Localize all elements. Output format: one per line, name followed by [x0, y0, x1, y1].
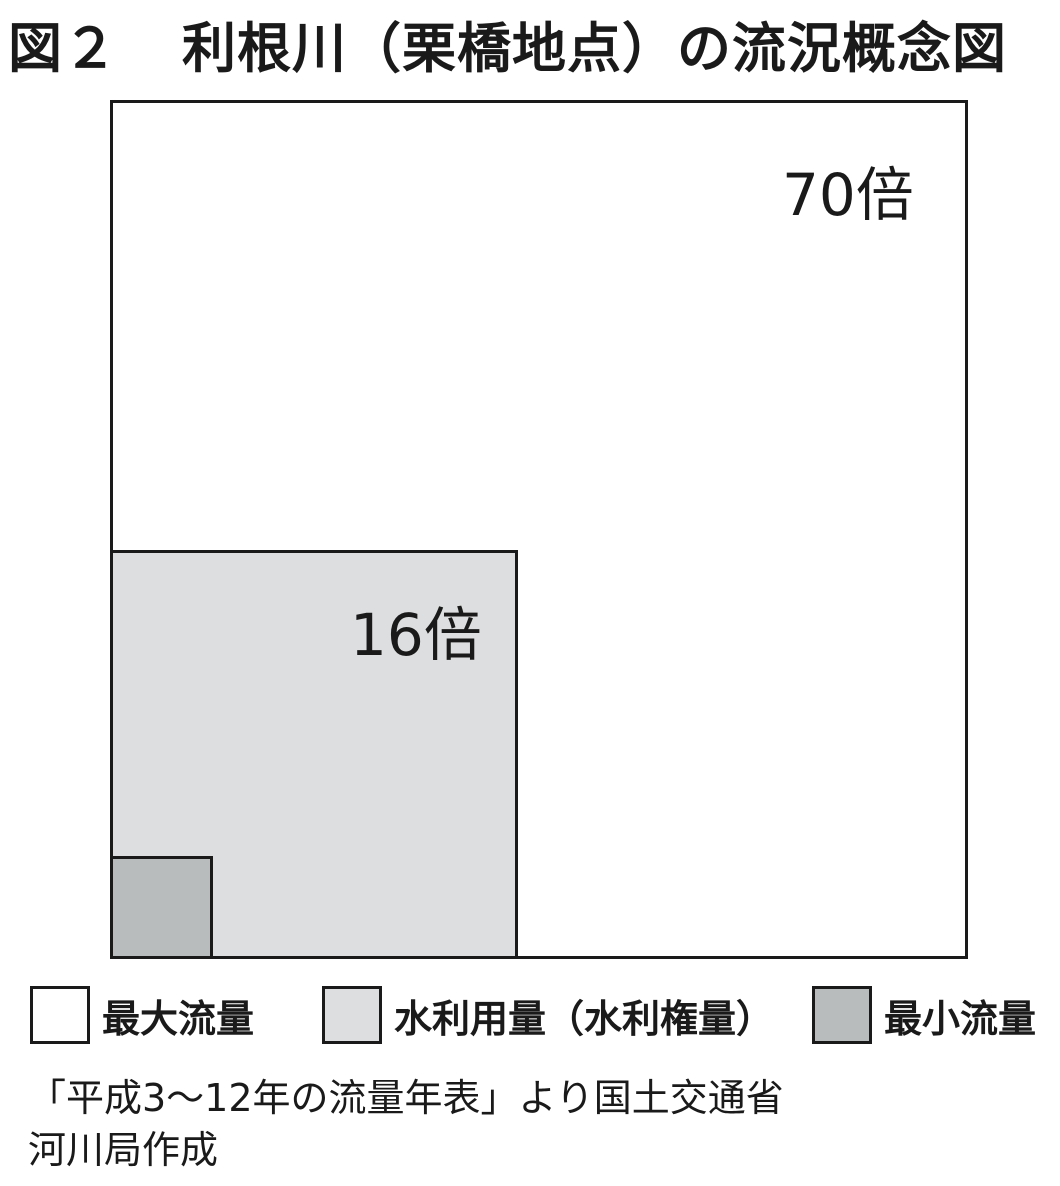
- figure-number: 図２: [8, 17, 118, 80]
- legend-item-water-use: 水利用量（水利権量）: [322, 985, 774, 1045]
- figure-title-text: 利根川（栗橋地点）の流況概念図: [182, 17, 1007, 80]
- legend-label-min-flow: 最小流量: [884, 996, 1037, 1041]
- legend-item-max-flow: 最大流量: [30, 985, 254, 1045]
- legend: 最大流量 水利用量（水利権量） 最小流量: [30, 985, 1060, 1045]
- legend-swatch-water-use: [322, 986, 382, 1044]
- legend-swatch-max-flow: [30, 986, 90, 1044]
- figure-title: 図２ 利根川（栗橋地点）の流況概念図: [8, 4, 1007, 83]
- source-line-1: 「平成3〜12年の流量年表」より国土交通省: [28, 1076, 784, 1120]
- legend-label-max-flow: 最大流量: [102, 996, 255, 1041]
- water-use-ratio-label: 16倍: [350, 601, 482, 669]
- legend-swatch-min-flow: [812, 986, 872, 1044]
- source-note: 「平成3〜12年の流量年表」より国土交通省 河川局作成: [28, 1072, 784, 1176]
- max-flow-ratio-label: 70倍: [782, 161, 914, 229]
- legend-label-water-use: 水利用量（水利権量）: [394, 996, 775, 1041]
- source-line-2: 河川局作成: [28, 1128, 219, 1172]
- legend-item-min-flow: 最小流量: [812, 985, 1036, 1045]
- min-flow-box: [110, 856, 213, 959]
